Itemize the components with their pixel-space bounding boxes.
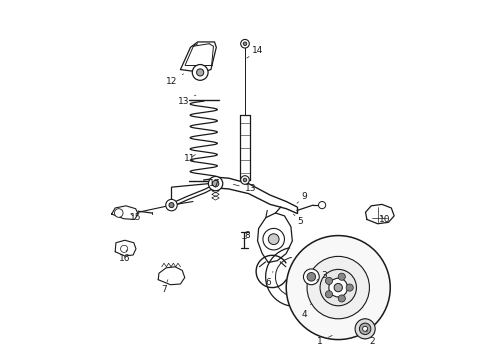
Circle shape (208, 176, 223, 191)
Text: 14: 14 (247, 46, 263, 58)
Text: 7: 7 (161, 280, 168, 294)
Circle shape (241, 40, 249, 48)
Text: 3: 3 (317, 270, 327, 280)
Text: 1: 1 (318, 336, 332, 346)
Text: 10: 10 (379, 215, 391, 224)
Text: 16: 16 (119, 250, 131, 264)
Text: 11: 11 (184, 154, 196, 163)
Text: 2: 2 (366, 330, 375, 346)
Circle shape (325, 277, 333, 284)
Circle shape (338, 273, 345, 280)
Circle shape (241, 176, 249, 184)
Circle shape (338, 295, 345, 302)
Text: 6: 6 (266, 271, 273, 287)
Text: 9: 9 (297, 192, 307, 203)
Circle shape (286, 235, 390, 339)
Text: 15: 15 (130, 213, 142, 222)
Circle shape (355, 319, 375, 339)
Circle shape (196, 69, 204, 76)
Circle shape (243, 42, 247, 45)
Circle shape (212, 180, 219, 187)
Circle shape (303, 269, 319, 285)
Circle shape (325, 291, 333, 298)
Circle shape (346, 284, 353, 291)
Text: 12: 12 (166, 74, 183, 86)
Circle shape (363, 326, 368, 331)
Circle shape (263, 228, 285, 250)
Text: 8: 8 (244, 231, 250, 240)
Text: 13: 13 (233, 184, 256, 193)
Text: 5: 5 (294, 214, 303, 226)
Circle shape (318, 202, 326, 209)
Circle shape (307, 273, 316, 281)
Circle shape (115, 209, 123, 217)
Circle shape (121, 245, 128, 252)
Circle shape (334, 283, 343, 292)
Circle shape (243, 178, 247, 182)
Circle shape (192, 64, 208, 80)
Text: 17: 17 (209, 179, 221, 188)
Text: 13: 13 (177, 95, 196, 105)
Circle shape (169, 203, 174, 208)
Circle shape (320, 269, 356, 306)
Text: 4: 4 (301, 304, 311, 319)
Circle shape (166, 199, 177, 211)
Circle shape (307, 256, 369, 319)
Circle shape (269, 234, 279, 244)
Circle shape (329, 278, 347, 297)
Circle shape (359, 323, 371, 334)
